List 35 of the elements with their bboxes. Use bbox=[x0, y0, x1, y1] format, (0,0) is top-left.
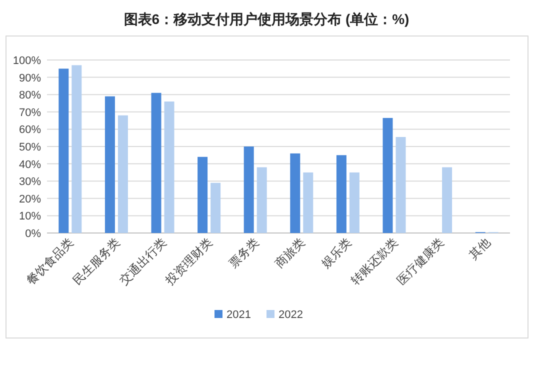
chart-title: 图表6：移动支付用户使用场景分布 (单位：%) bbox=[124, 11, 410, 27]
bar bbox=[382, 118, 393, 233]
bar bbox=[290, 153, 300, 233]
y-tick-label: 0% bbox=[25, 228, 42, 240]
bar bbox=[118, 115, 128, 233]
bar bbox=[349, 172, 360, 233]
bar bbox=[104, 96, 115, 233]
y-tick-label: 20% bbox=[18, 193, 42, 206]
x-tick-label: 其他 bbox=[466, 235, 493, 262]
bar bbox=[336, 155, 346, 233]
x-tick-label: 娱乐类 bbox=[318, 235, 354, 271]
bar bbox=[396, 136, 406, 233]
y-tick-label: 90% bbox=[18, 72, 42, 84]
bar bbox=[210, 182, 221, 233]
y-tick-label: 10% bbox=[18, 210, 42, 223]
bar bbox=[244, 146, 254, 233]
legend-label: 2022 bbox=[278, 309, 303, 321]
bar bbox=[256, 167, 267, 233]
y-tick-label: 80% bbox=[18, 90, 42, 102]
bar bbox=[58, 68, 69, 233]
bar bbox=[303, 172, 314, 233]
legend-label: 2021 bbox=[226, 309, 251, 321]
y-tick-label: 50% bbox=[18, 142, 42, 154]
x-tick-label: 票务类 bbox=[226, 235, 262, 271]
y-tick-label: 100% bbox=[12, 55, 42, 67]
bar bbox=[151, 92, 162, 233]
y-tick-label: 60% bbox=[18, 124, 42, 136]
y-tick-label: 70% bbox=[18, 106, 42, 119]
bar bbox=[442, 167, 452, 233]
x-tick-label: 商旅类 bbox=[272, 235, 308, 271]
bar bbox=[198, 156, 208, 233]
bar bbox=[164, 102, 174, 233]
bar bbox=[72, 65, 82, 233]
y-tick-label: 30% bbox=[18, 176, 42, 188]
y-tick-label: 40% bbox=[18, 158, 42, 171]
